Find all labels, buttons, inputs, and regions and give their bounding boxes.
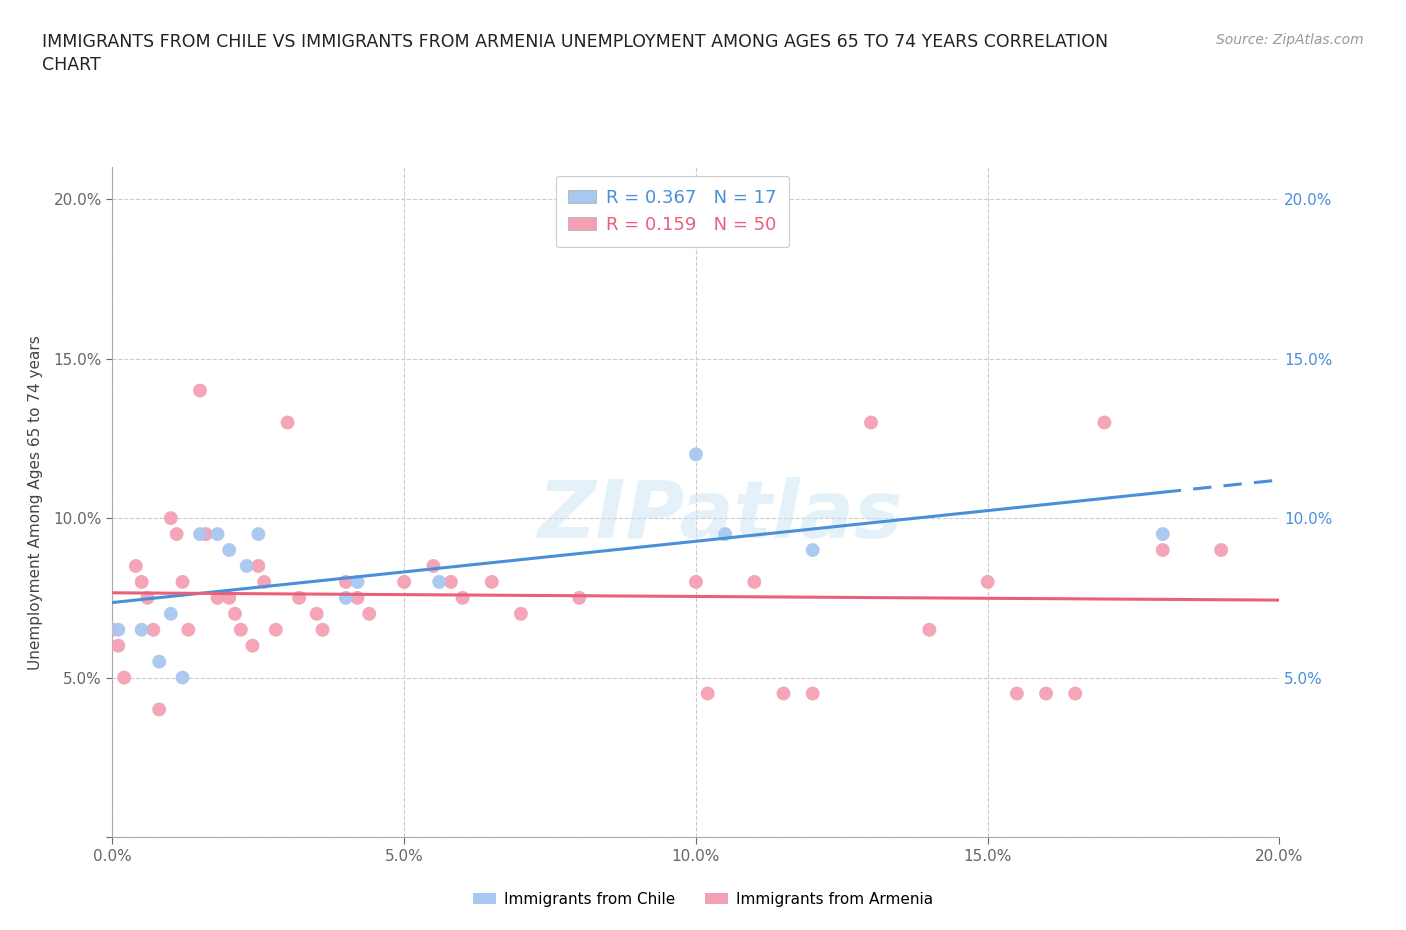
Text: ZIPatlas: ZIPatlas: [537, 476, 901, 554]
Point: [451, 591, 474, 605]
Point: [247, 559, 270, 574]
Point: [392, 575, 416, 590]
Point: [685, 447, 707, 462]
Point: [172, 671, 194, 685]
Point: [229, 622, 252, 637]
Point: [148, 702, 170, 717]
Point: [242, 638, 264, 653]
Point: [976, 575, 998, 590]
Point: [172, 575, 194, 590]
Point: [107, 638, 129, 653]
Y-axis label: Unemployment Among Ages 65 to 74 years: Unemployment Among Ages 65 to 74 years: [28, 335, 42, 670]
Point: [1209, 542, 1232, 557]
Point: [859, 415, 883, 430]
Point: [188, 383, 211, 398]
Point: [801, 542, 824, 557]
Point: [481, 575, 503, 590]
Point: [247, 526, 270, 541]
Legend: R = 0.367   N = 17, R = 0.159   N = 50: R = 0.367 N = 17, R = 0.159 N = 50: [555, 177, 790, 246]
Point: [142, 622, 165, 637]
Point: [101, 622, 124, 637]
Point: [311, 622, 333, 637]
Point: [335, 575, 357, 590]
Point: [1035, 686, 1057, 701]
Point: [801, 686, 824, 701]
Point: [136, 591, 159, 605]
Text: CHART: CHART: [42, 56, 101, 73]
Point: [218, 542, 240, 557]
Point: [305, 606, 328, 621]
Point: [440, 575, 463, 590]
Text: Source: ZipAtlas.com: Source: ZipAtlas.com: [1216, 33, 1364, 46]
Point: [160, 606, 183, 621]
Point: [1152, 526, 1174, 541]
Point: [346, 575, 368, 590]
Legend: Immigrants from Chile, Immigrants from Armenia: Immigrants from Chile, Immigrants from A…: [467, 886, 939, 913]
Point: [131, 575, 153, 590]
Point: [177, 622, 200, 637]
Point: [1152, 542, 1174, 557]
Point: [207, 526, 229, 541]
Point: [188, 526, 211, 541]
Point: [207, 591, 229, 605]
Text: IMMIGRANTS FROM CHILE VS IMMIGRANTS FROM ARMENIA UNEMPLOYMENT AMONG AGES 65 TO 7: IMMIGRANTS FROM CHILE VS IMMIGRANTS FROM…: [42, 33, 1108, 50]
Point: [218, 591, 240, 605]
Point: [714, 526, 737, 541]
Point: [224, 606, 246, 621]
Point: [696, 686, 718, 701]
Point: [742, 575, 765, 590]
Point: [276, 415, 298, 430]
Point: [509, 606, 531, 621]
Point: [160, 511, 183, 525]
Point: [772, 686, 794, 701]
Point: [335, 591, 357, 605]
Point: [131, 622, 153, 637]
Point: [918, 622, 941, 637]
Point: [112, 671, 135, 685]
Point: [685, 575, 707, 590]
Point: [125, 559, 148, 574]
Point: [346, 591, 368, 605]
Point: [422, 559, 444, 574]
Point: [1092, 415, 1115, 430]
Point: [148, 654, 170, 669]
Point: [1064, 686, 1087, 701]
Point: [427, 575, 450, 590]
Point: [107, 622, 129, 637]
Point: [288, 591, 311, 605]
Point: [359, 606, 381, 621]
Point: [568, 591, 591, 605]
Point: [235, 559, 257, 574]
Point: [194, 526, 217, 541]
Point: [166, 526, 188, 541]
Point: [253, 575, 276, 590]
Point: [1005, 686, 1028, 701]
Point: [264, 622, 287, 637]
